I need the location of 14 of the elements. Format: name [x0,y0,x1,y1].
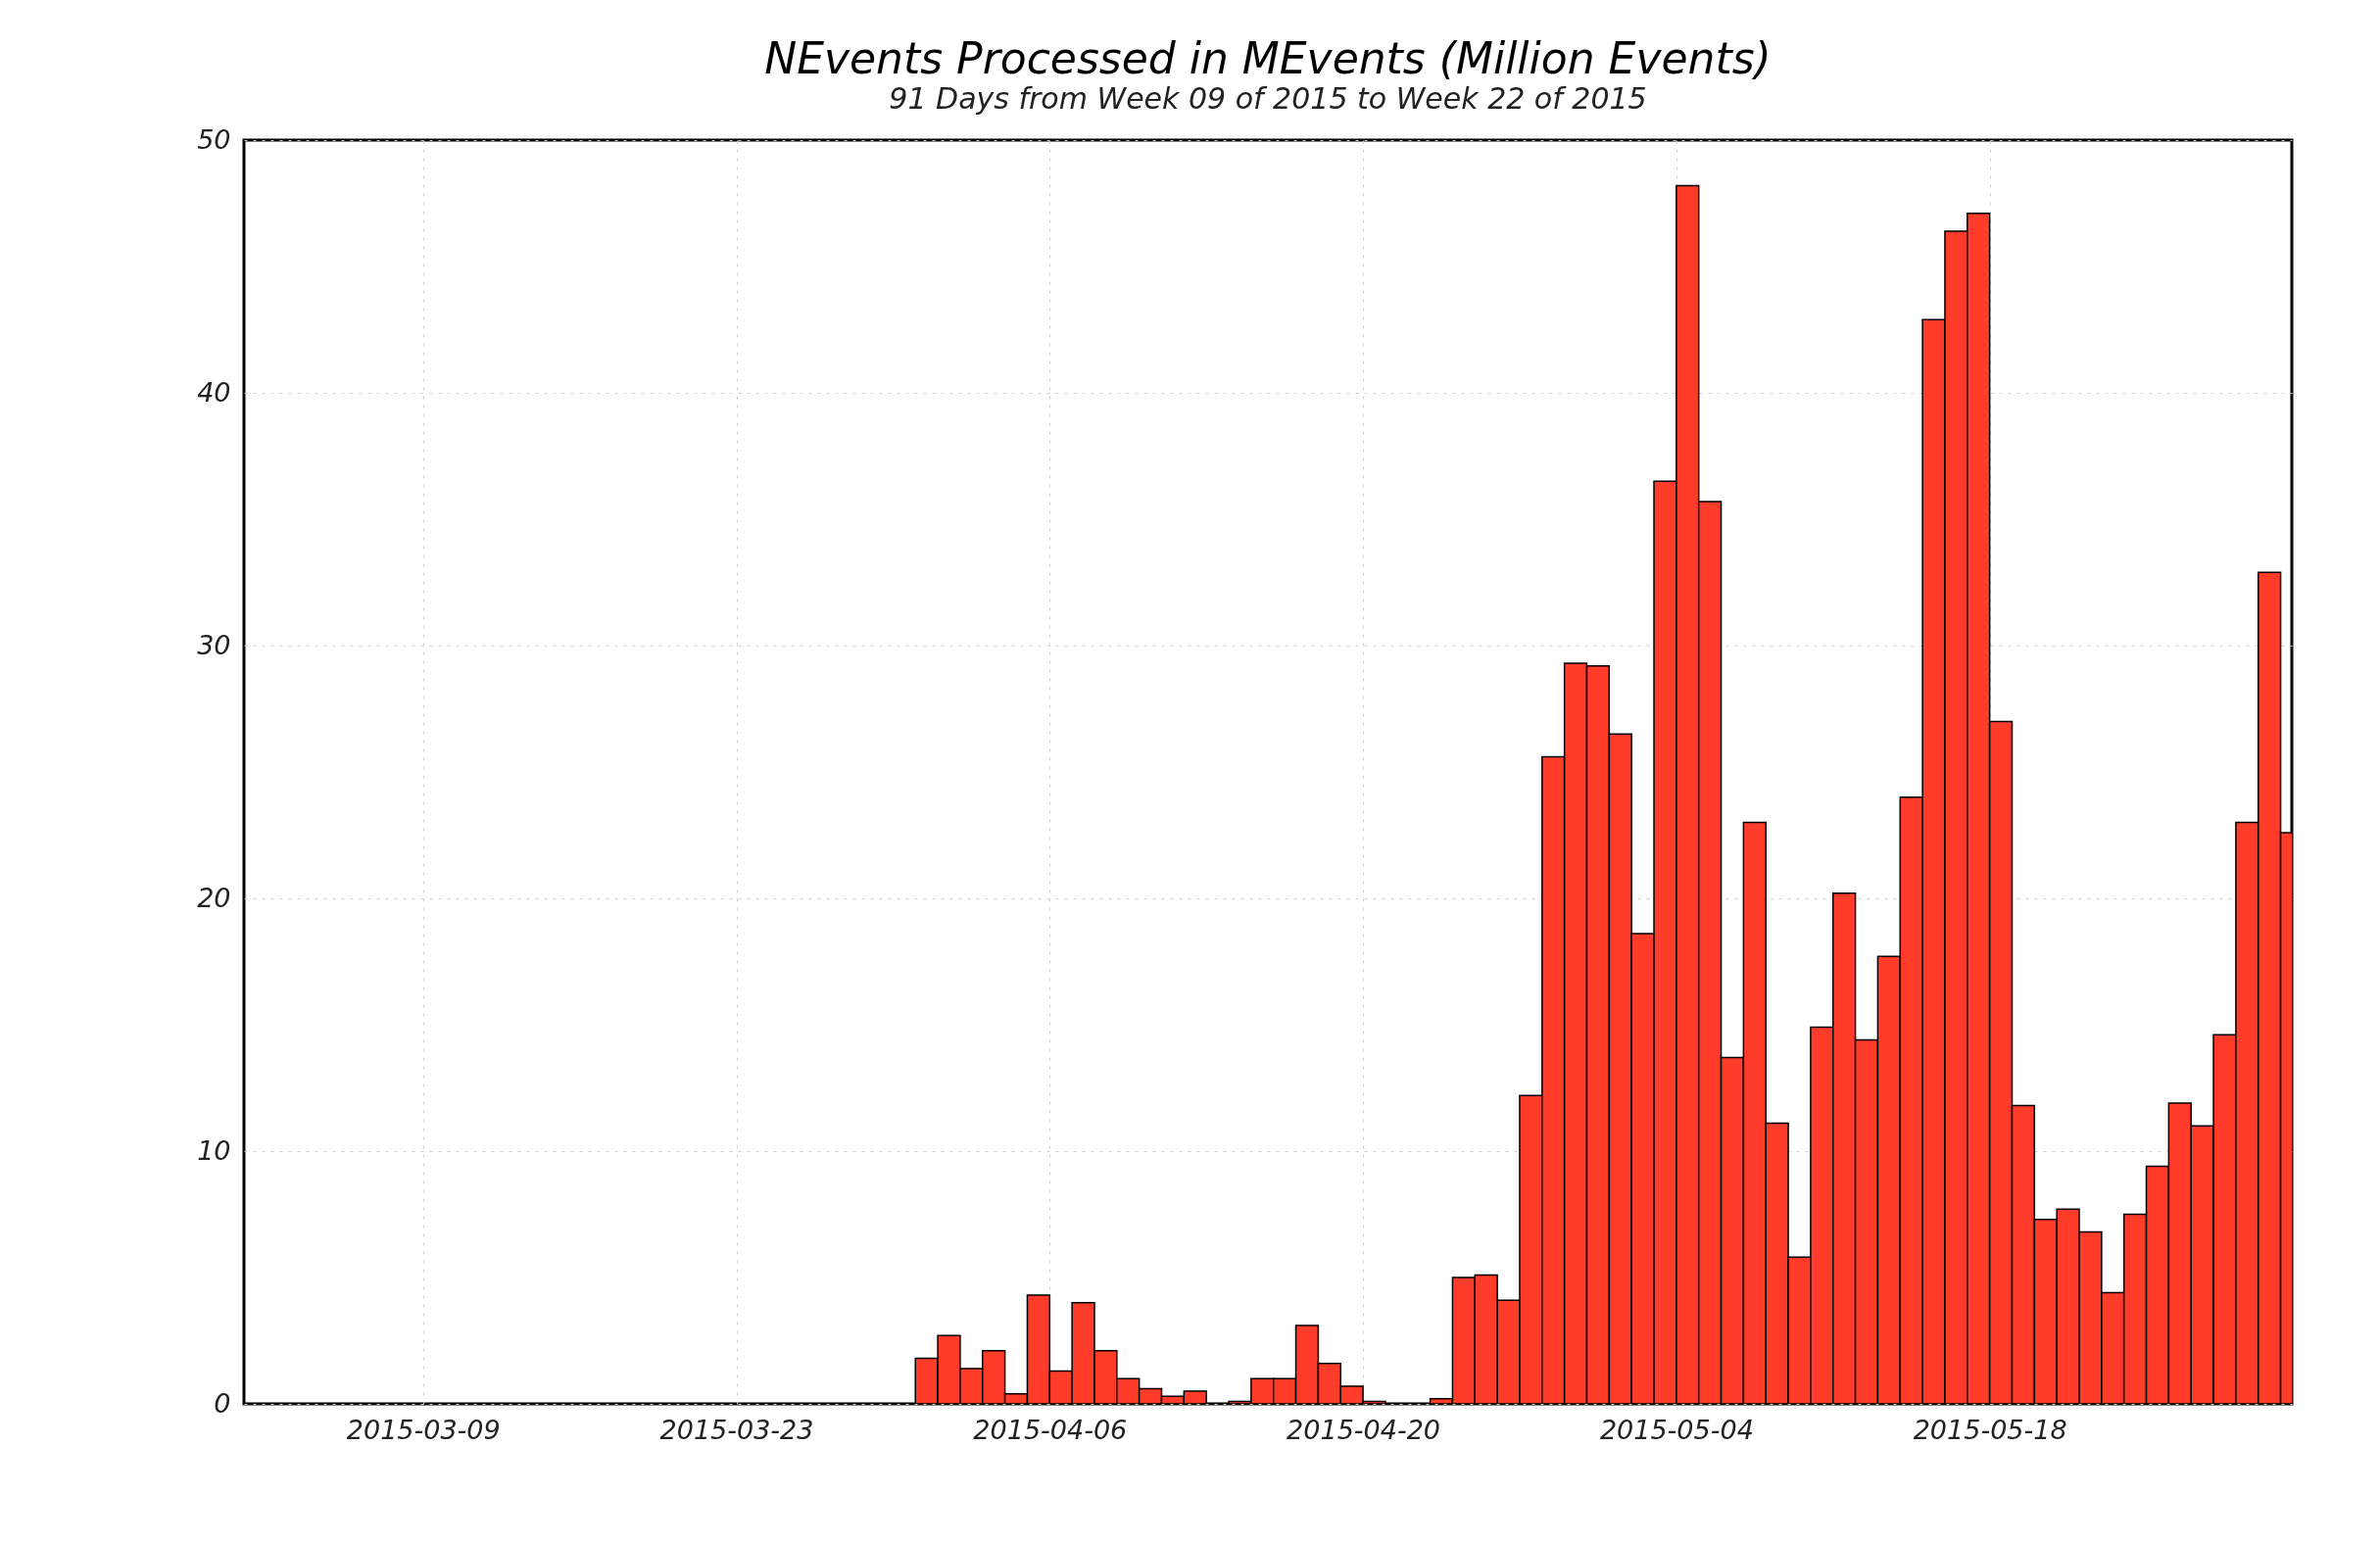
x-tick-label: 2015-03-23 [659,1414,814,1445]
y-tick-label: 40 [197,376,231,408]
x-tick-label: 2015-03-09 [346,1414,501,1445]
x-tick-label: 2015-04-06 [973,1414,1128,1445]
chart-title: NEvents Processed in MEvents (Million Events) [764,33,1772,83]
y-tick-label: 0 [214,1387,231,1419]
y-tick-label: 50 [197,123,231,155]
chart-subtitle: 91 Days from Week 09 of 2015 to Week 22 of 2015 [889,81,1647,116]
y-tick-label: 20 [197,882,231,913]
y-tick-label: 10 [197,1134,231,1166]
x-tick-label: 2015-05-04 [1599,1414,1754,1445]
x-tick-label: 2015-05-18 [1913,1414,2067,1445]
y-tick-label: 30 [197,629,231,660]
x-tick-label: 2015-04-20 [1287,1414,1441,1445]
